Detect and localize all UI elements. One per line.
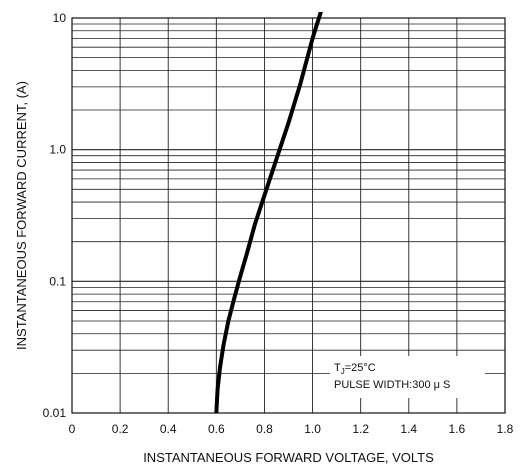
legend-line-pulse-width: PULSE WIDTH:300 μ S — [334, 379, 450, 391]
x-tick-label: 0.6 — [208, 422, 225, 436]
x-tick-label: 0 — [69, 422, 76, 436]
x-tick-label: 0.2 — [112, 422, 129, 436]
legend-box — [330, 356, 485, 398]
x-tick-label: 1.8 — [497, 422, 514, 436]
x-axis-label: INSTANTANEOUS FORWARD VOLTAGE, VOLTS — [143, 450, 434, 465]
legend-temp-unit: °C — [363, 362, 375, 374]
y-tick-label: 10 — [53, 11, 67, 25]
plot-frame — [71, 17, 506, 414]
y-axis-label: INSTANTANEOUS FORWARD CURRENT, (A) — [14, 81, 29, 350]
y-tick-label: 1.0 — [49, 143, 66, 157]
legend-temp-value: =25 — [345, 362, 364, 374]
x-tick-label: 0.4 — [160, 422, 177, 436]
x-tick-labels: 0 0.2 0.4 0.6 0.8 1.0 1.2 1.4 1.6 1.8 — [69, 422, 514, 436]
series-curve — [214, 12, 323, 413]
legend-t-symbol: T — [334, 362, 341, 374]
x-tick-label: 1.2 — [352, 422, 369, 436]
legend-j-subscript: J — [341, 367, 345, 376]
x-tick-label: 1.0 — [304, 422, 321, 436]
y-tick-label: 0.01 — [43, 406, 67, 420]
x-tick-label: 0.8 — [256, 422, 273, 436]
y-tick-labels: 0.01 0.1 1.0 10 — [43, 11, 67, 420]
legend-line-temperature: TJ=25°C — [334, 362, 376, 376]
conditions-legend: TJ=25°C PULSE WIDTH:300 μ S — [330, 356, 485, 398]
x-tick-label: 1.4 — [400, 422, 417, 436]
x-tick-label: 1.6 — [449, 422, 466, 436]
y-tick-label: 0.1 — [49, 274, 66, 288]
grid — [71, 18, 506, 414]
